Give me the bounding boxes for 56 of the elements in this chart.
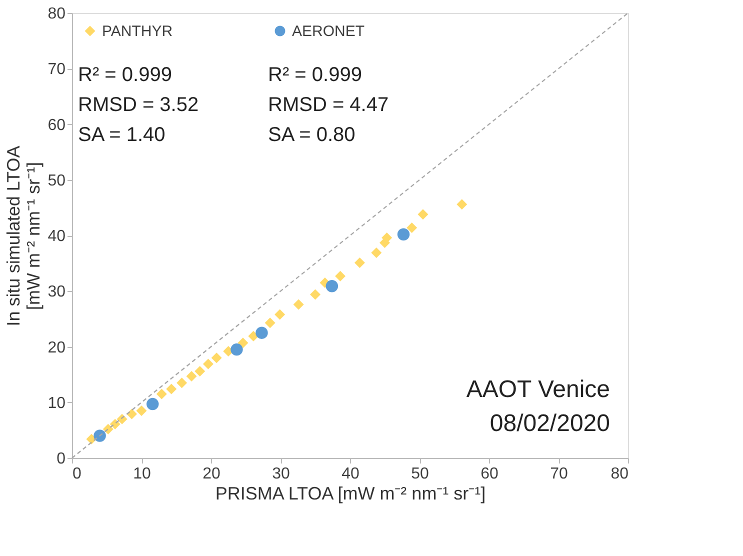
point — [238, 338, 248, 348]
x-tick-label: 20 — [202, 466, 220, 482]
x-tick-label: 60 — [480, 466, 498, 482]
x-tick-label: 0 — [72, 466, 82, 482]
point — [166, 384, 177, 394]
point — [102, 424, 114, 434]
point — [274, 309, 286, 320]
x-tick-label: 50 — [411, 466, 429, 482]
point — [116, 414, 128, 424]
y-axis-title: In situ simulated LTOA [mW m⁻² nm⁻¹ sr⁻¹] — [4, 146, 44, 326]
point — [456, 199, 468, 210]
x-tick-label: 40 — [342, 466, 360, 482]
point — [310, 289, 320, 300]
y-tick-label: 60 — [48, 116, 66, 134]
annotation: AAOT Venice 08/02/2020 — [466, 376, 610, 437]
point — [264, 318, 276, 328]
y-tick-label: 50 — [48, 172, 66, 190]
point — [382, 232, 392, 243]
point — [256, 326, 268, 339]
y-tick-label: 30 — [48, 284, 66, 301]
point — [126, 408, 138, 420]
y-tick-label: 80 — [48, 6, 66, 22]
x-tick-label: 70 — [550, 466, 568, 482]
point — [248, 330, 259, 342]
annotation: R² = 0.999 RMSD = 4.47 SA = 0.80 — [268, 64, 389, 146]
point — [371, 248, 382, 258]
point — [194, 366, 206, 376]
point — [397, 228, 410, 240]
x-tick-label: 10 — [133, 466, 151, 482]
point — [230, 343, 243, 356]
annotation: R² = 0.999 RMSD = 3.52 SA = 1.40 — [78, 64, 199, 146]
legend-label: AERONET — [292, 23, 365, 40]
point — [156, 388, 167, 400]
x-tick-label: 80 — [610, 466, 629, 482]
y-tick-label: 10 — [48, 394, 66, 412]
point — [418, 209, 428, 220]
point — [176, 378, 188, 388]
x-tick-label: 30 — [272, 466, 290, 482]
y-tick-label: 40 — [48, 228, 66, 245]
point — [211, 352, 222, 364]
point — [354, 258, 365, 268]
y-tick-label: 20 — [48, 339, 66, 356]
point — [202, 358, 214, 370]
point — [293, 299, 304, 310]
point — [335, 270, 346, 282]
point — [94, 430, 106, 442]
point — [146, 398, 159, 410]
point — [326, 280, 338, 292]
point — [186, 370, 197, 382]
y-tick-label: 70 — [48, 61, 66, 78]
x-axis-title: PRISMA LTOA [mW m⁻² nm⁻¹ sr⁻¹] — [215, 484, 486, 504]
point — [136, 405, 147, 416]
y-tick-label: 0 — [56, 450, 66, 468]
legend-label: PANTHYR — [102, 23, 173, 40]
point — [110, 418, 120, 430]
point — [406, 222, 418, 233]
